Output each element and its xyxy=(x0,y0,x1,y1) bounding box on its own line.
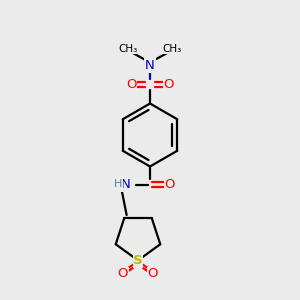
Text: N: N xyxy=(121,178,131,191)
Text: O: O xyxy=(118,267,128,280)
Text: H: H xyxy=(114,179,123,189)
Text: N: N xyxy=(145,59,155,72)
Text: O: O xyxy=(126,78,137,92)
Text: O: O xyxy=(148,267,158,280)
Text: O: O xyxy=(163,78,174,92)
Text: O: O xyxy=(164,178,175,191)
Text: CH₃: CH₃ xyxy=(119,44,138,54)
Text: CH₃: CH₃ xyxy=(162,44,181,54)
Text: S: S xyxy=(133,254,143,267)
